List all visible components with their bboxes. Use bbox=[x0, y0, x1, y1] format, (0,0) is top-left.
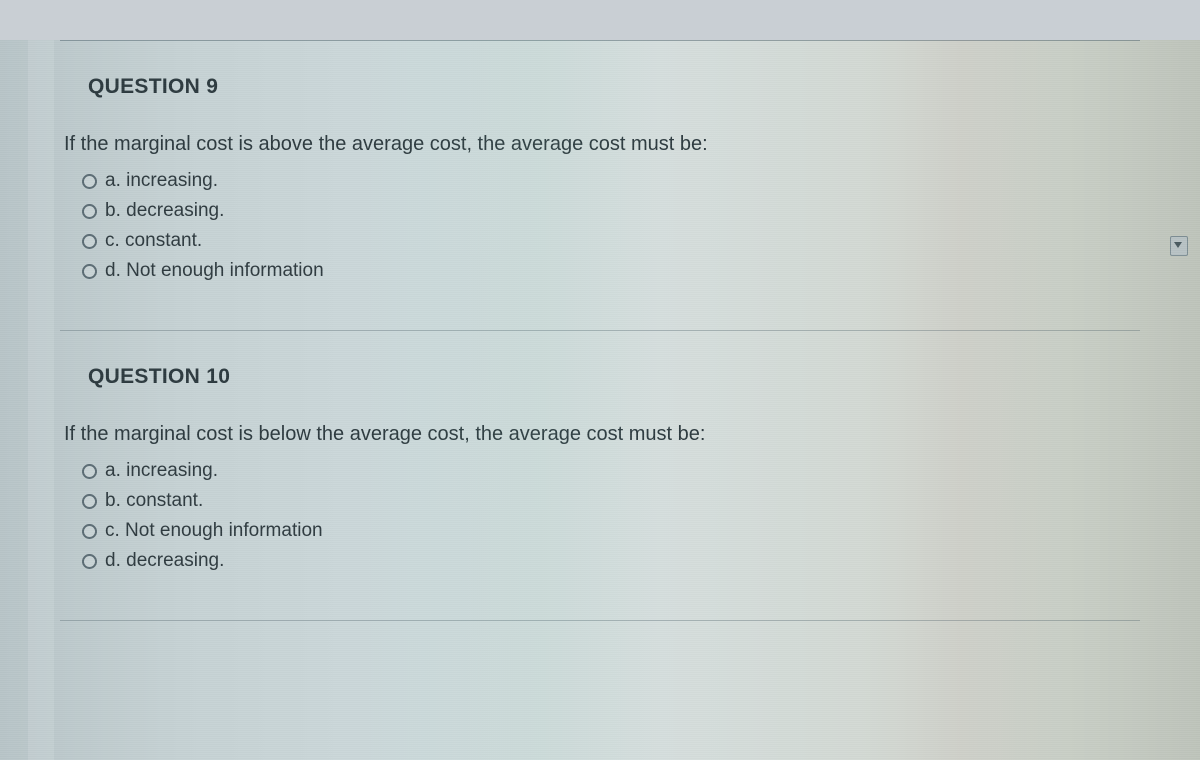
option-label: a. increasing. bbox=[105, 460, 218, 482]
radio-icon[interactable] bbox=[82, 524, 97, 539]
option-label: d. Not enough information bbox=[105, 260, 324, 282]
q9-option-b[interactable]: b. decreasing. bbox=[82, 200, 1140, 222]
question-10-title: QUESTION 10 bbox=[88, 365, 1140, 389]
option-label: c. Not enough information bbox=[105, 520, 323, 542]
question-10-options: a. increasing. b. constant. c. Not enoug… bbox=[82, 460, 1140, 572]
option-label: c. constant. bbox=[105, 230, 202, 252]
left-margin-rail bbox=[28, 40, 54, 760]
question-9-block: QUESTION 9 If the marginal cost is above… bbox=[60, 40, 1140, 330]
q10-option-b[interactable]: b. constant. bbox=[82, 490, 1140, 512]
radio-icon[interactable] bbox=[82, 204, 97, 219]
option-label: d. decreasing. bbox=[105, 550, 224, 572]
radio-icon[interactable] bbox=[82, 464, 97, 479]
question-9-options: a. increasing. b. decreasing. c. constan… bbox=[82, 170, 1140, 282]
option-label: a. increasing. bbox=[105, 170, 218, 192]
question-10-block: QUESTION 10 If the marginal cost is belo… bbox=[60, 330, 1140, 621]
radio-icon[interactable] bbox=[82, 264, 97, 279]
question-9-prompt: If the marginal cost is above the averag… bbox=[64, 133, 1140, 156]
option-label: b. decreasing. bbox=[105, 200, 224, 222]
scroll-down-button[interactable] bbox=[1170, 236, 1188, 256]
question-10-prompt: If the marginal cost is below the averag… bbox=[64, 423, 1140, 446]
q9-option-c[interactable]: c. constant. bbox=[82, 230, 1140, 252]
q10-option-c[interactable]: c. Not enough information bbox=[82, 520, 1140, 542]
q10-option-a[interactable]: a. increasing. bbox=[82, 460, 1140, 482]
radio-icon[interactable] bbox=[82, 494, 97, 509]
quiz-screen: QUESTION 9 If the marginal cost is above… bbox=[0, 40, 1200, 760]
radio-icon[interactable] bbox=[82, 234, 97, 249]
radio-icon[interactable] bbox=[82, 554, 97, 569]
q9-option-d[interactable]: d. Not enough information bbox=[82, 260, 1140, 282]
question-9-title: QUESTION 9 bbox=[88, 75, 1140, 99]
radio-icon[interactable] bbox=[82, 174, 97, 189]
option-label: b. constant. bbox=[105, 490, 203, 512]
q10-option-d[interactable]: d. decreasing. bbox=[82, 550, 1140, 572]
q9-option-a[interactable]: a. increasing. bbox=[82, 170, 1140, 192]
